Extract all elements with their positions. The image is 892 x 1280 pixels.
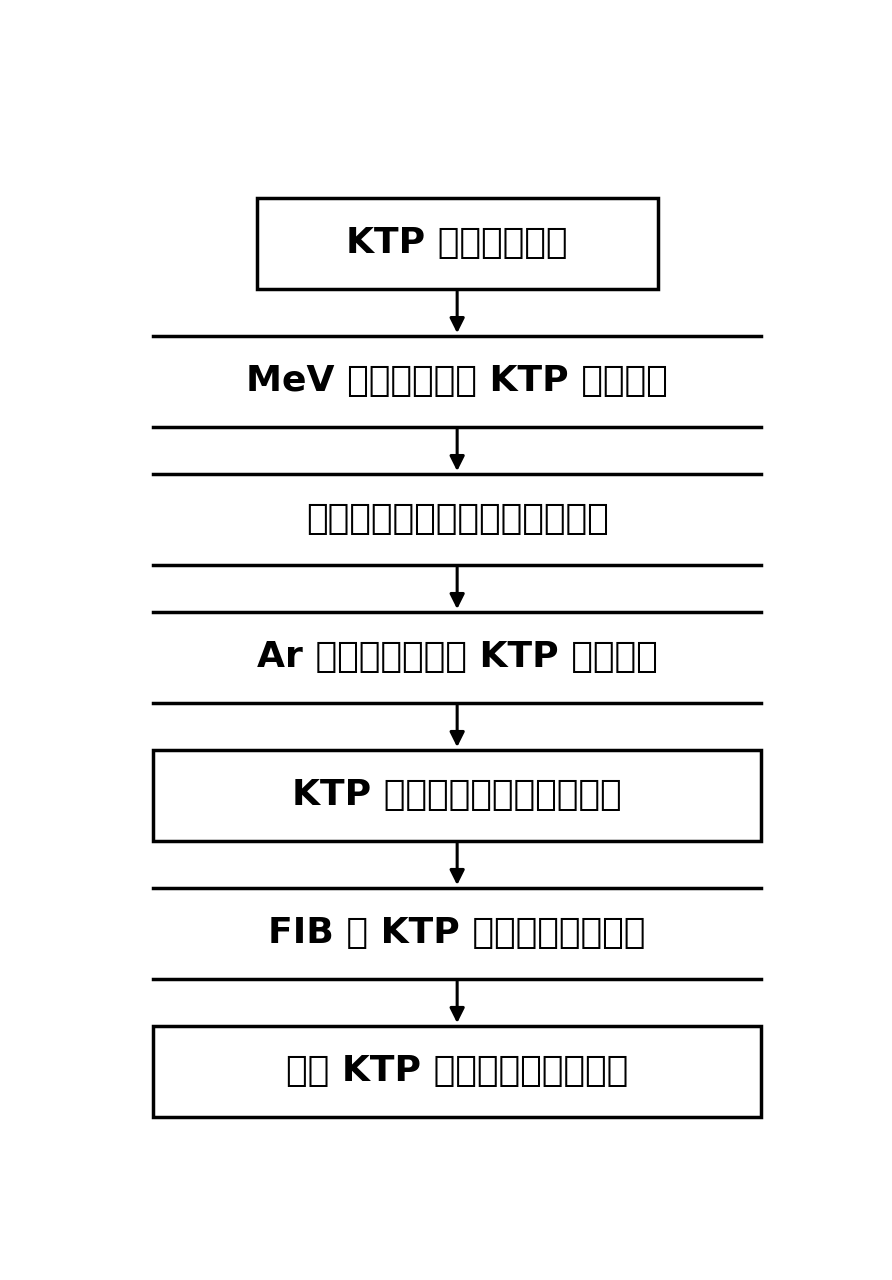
Bar [153,1025,761,1116]
Text: FIB 在 KTP 脊型光波导区刻蚀: FIB 在 KTP 脊型光波导区刻蚀 [268,916,646,950]
Text: Ar 离子束刻蚀形成 KTP 脊型波导: Ar 离子束刻蚀形成 KTP 脊型波导 [257,640,657,675]
Text: 形成 KTP 准三维光子晶体结构: 形成 KTP 准三维光子晶体结构 [286,1055,628,1088]
Bar [257,198,657,288]
Bar [153,750,761,841]
Text: KTP 脊型波导表面镀导电薄膜: KTP 脊型波导表面镀导电薄膜 [293,778,622,813]
Text: 在离子注入表面制备光刻胶掩模: 在离子注入表面制备光刻胶掩模 [306,502,608,536]
Text: MeV 离子注入形成 KTP 平面波导: MeV 离子注入形成 KTP 平面波导 [246,365,668,398]
Text: KTP 晶体抛光清洗: KTP 晶体抛光清洗 [346,227,568,260]
